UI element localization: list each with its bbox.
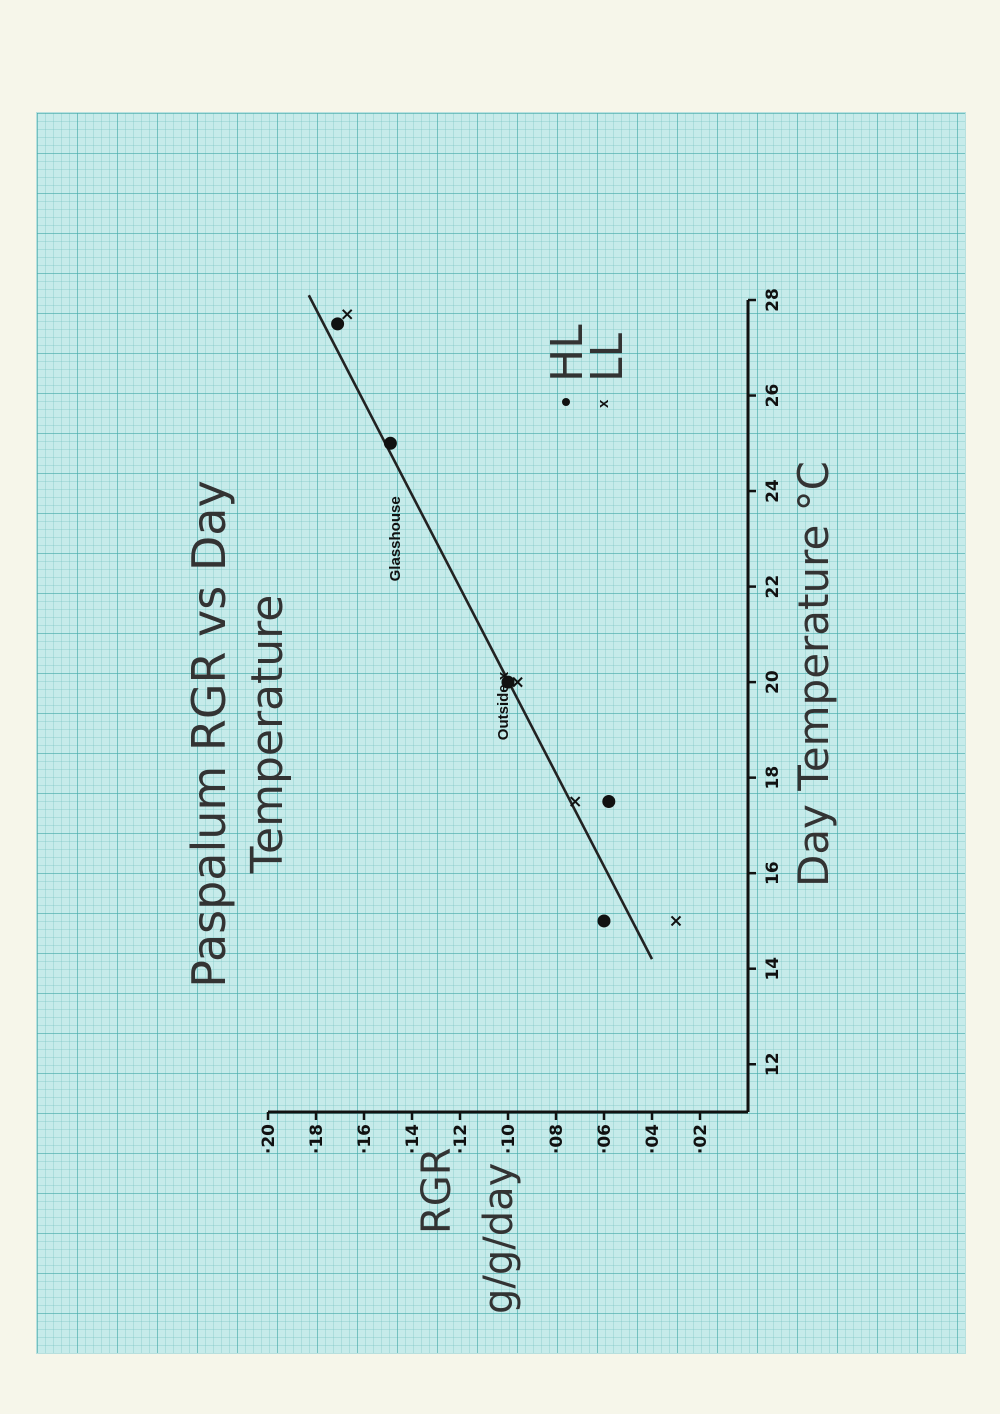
x-tick-label: 28 xyxy=(763,288,783,312)
trend-line xyxy=(307,294,654,960)
y-tick-label: ·02 xyxy=(691,1124,711,1154)
legend-hl-label: HL xyxy=(542,324,593,382)
annotation-label: Outside x xyxy=(495,671,512,740)
legend-ll-label: LL xyxy=(582,332,633,382)
ll-data-point xyxy=(341,309,353,320)
x-tick-label: 20 xyxy=(763,670,783,694)
y-tick-label: ·20 xyxy=(259,1124,279,1154)
hl-data-point xyxy=(501,675,515,689)
ll-data-point xyxy=(569,796,581,807)
chart-title-line1: Paspalum RGR vs Day xyxy=(182,480,236,987)
x-tick-label: 22 xyxy=(763,575,783,599)
ll-data-point xyxy=(670,915,682,927)
y-tick-label: ·12 xyxy=(451,1124,471,1154)
x-tick-label: 24 xyxy=(763,479,783,503)
x-tick-label: 14 xyxy=(763,957,783,981)
y-tick-label: ·18 xyxy=(307,1124,327,1154)
hl-data-point xyxy=(383,436,397,450)
y-tick-label: ·16 xyxy=(355,1124,375,1154)
x-tick-label: 18 xyxy=(763,766,783,790)
chart-title-line2: Temperature xyxy=(242,595,293,875)
hl-data-point xyxy=(331,317,345,331)
legend-hl-marker xyxy=(562,398,570,406)
legend-ll-marker: x xyxy=(595,399,612,408)
y-tick-label: ·14 xyxy=(403,1124,423,1154)
graph-paper xyxy=(36,112,966,1354)
x-tick-label: 12 xyxy=(763,1052,783,1076)
legend: HL x LL xyxy=(542,324,633,408)
y-axis-label-line1: RGR xyxy=(414,1147,460,1234)
y-axis-label-line2: g/g/day xyxy=(476,1163,522,1314)
hl-data-point xyxy=(602,795,616,809)
x-axis-label: Day Temperature °C xyxy=(789,461,838,887)
y-tick-label: ·04 xyxy=(643,1124,663,1154)
hl-data-point xyxy=(597,914,611,928)
x-tick-label: 26 xyxy=(763,384,783,408)
y-tick-label: ·08 xyxy=(547,1124,567,1154)
annotation-label: Glasshouse xyxy=(387,496,404,581)
x-tick-label: 16 xyxy=(763,861,783,885)
y-tick-label: ·10 xyxy=(499,1124,519,1154)
y-tick-label: ·06 xyxy=(595,1124,615,1154)
ll-data-point xyxy=(512,676,523,688)
